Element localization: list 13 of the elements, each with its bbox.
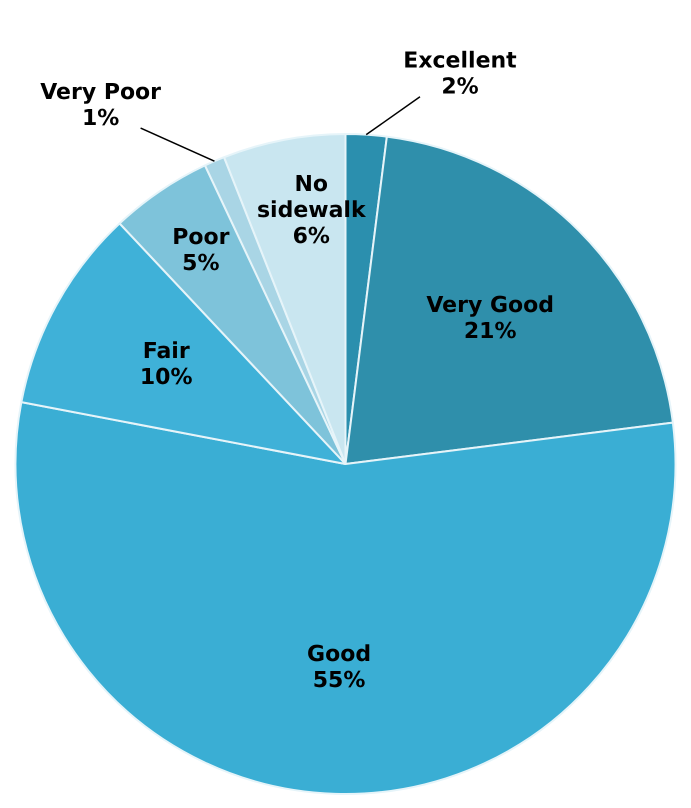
slice-label: Very Good <box>426 293 554 318</box>
data-label: 1% <box>82 106 120 131</box>
slice-label: Fair <box>142 339 190 364</box>
data-label: 6% <box>292 224 330 249</box>
slice-label: Excellent <box>403 48 518 74</box>
data-label: 21% <box>464 319 517 344</box>
data-label: 2% <box>441 74 479 100</box>
data-label: 5% <box>182 250 220 276</box>
slice-label: Good <box>307 642 372 668</box>
data-label: 10% <box>140 365 193 390</box>
slice-label: Poor <box>172 224 230 250</box>
data-label: 55% <box>312 668 366 694</box>
slice-label: Very Poor <box>40 80 162 105</box>
